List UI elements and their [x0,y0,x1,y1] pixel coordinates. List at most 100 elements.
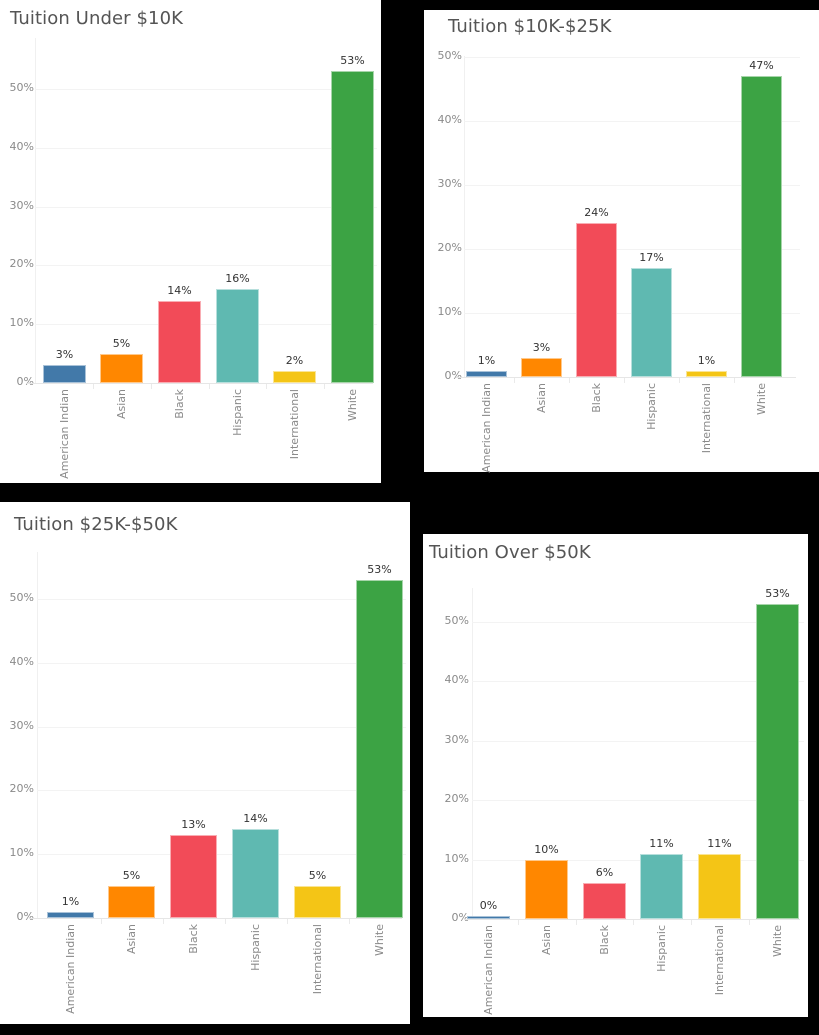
bar-white [331,71,374,383]
y-tick-label: 50% [9,591,34,604]
x-tick-label: White [372,924,386,956]
x-category-separator [349,919,350,924]
y-tick-label: 40% [9,139,34,153]
x-category-separator [690,920,692,925]
y-tick-label: 0% [16,910,34,923]
bar-hispanic [631,268,672,377]
value-label: 0% [479,899,498,912]
x-category-separator [569,378,570,383]
x-tick-label: Hispanic [248,924,262,971]
bar-american-indian [466,370,507,377]
value-label: 16% [225,271,250,285]
y-tick-label: 0% [451,911,469,924]
x-tick-label: International [310,924,324,995]
x-axis-line [27,383,373,384]
value-label: 17% [639,251,664,265]
y-tick-label: 30% [9,718,34,732]
value-label: 10% [534,842,559,856]
y-tick-label: 40% [444,673,469,687]
gridline [472,800,804,802]
gridline [472,740,804,742]
x-tick-label: Hispanic [230,389,244,436]
x-tick-label: International [287,389,301,460]
bar-american-indian [467,916,510,919]
gridline [37,854,406,856]
x-tick-label: Black [186,924,200,954]
bar-white [741,76,782,377]
y-tick-label: 50% [437,49,462,62]
gridline [35,147,377,149]
y-tick-label: 10% [9,846,34,860]
x-tick-label: White [770,925,784,957]
value-label: 14% [243,811,268,825]
x-category-separator [748,920,750,925]
value-label: 53% [367,562,392,576]
value-label: 3% [532,340,551,354]
value-label: 5% [112,336,131,350]
gridline [472,681,804,683]
bar-asian [100,353,143,383]
y-tick-label: 20% [9,782,34,796]
value-label: 53% [765,587,790,601]
x-category-separator [517,920,519,925]
bar-international [698,853,741,919]
bar-hispanic [640,853,683,919]
x-category-separator [324,384,325,389]
x-axis-line [464,919,800,920]
x-category-separator [266,384,267,389]
y-axis-line [472,588,473,919]
value-label: 1% [477,353,496,367]
bar-asian [521,357,562,377]
chart-title: Tuition Under $10K [10,8,184,29]
chart-panel-over-50k: Tuition Over $50K 0% 10% 20% 30% 40% 50% 0% Ame… [423,534,808,1017]
value-label: 53% [340,54,365,68]
x-category-separator [209,384,210,389]
bar-hispanic [232,828,279,918]
value-label: 47% [749,59,774,73]
x-tick-label: Asian [124,924,138,955]
x-tick-label: White [754,383,768,415]
x-category-separator [93,384,94,389]
x-category-separator [151,384,152,389]
bar-black [170,835,217,918]
x-tick-label: American Indian [481,925,495,1015]
y-tick-label: 40% [9,654,34,668]
gridline [472,622,804,623]
y-tick-label: 50% [9,81,34,94]
x-category-separator [679,378,680,383]
x-tick-label: Hispanic [644,383,658,430]
gridline [37,662,406,664]
chart-title: Tuition $10K-$25K [448,16,612,37]
x-category-separator [734,378,735,383]
gridline [464,121,800,122]
y-tick-label: 20% [9,257,34,271]
gridline [35,265,377,267]
value-label: 5% [122,869,141,883]
x-tick-label: White [345,389,359,421]
x-category-separator [514,378,515,383]
x-category-separator [287,919,288,924]
x-tick-label: Hispanic [654,925,668,972]
gridline [472,859,804,861]
y-tick-label: 30% [437,177,462,190]
y-tick-label: 30% [9,198,34,212]
value-label: 1% [697,353,716,367]
x-category-separator [624,378,625,383]
y-tick-label: 0% [16,375,34,388]
y-axis-line [464,56,465,377]
gridline [37,599,406,600]
y-tick-label: 10% [437,305,462,318]
bar-black [158,300,201,383]
bar-hispanic [216,288,259,383]
chart-title: Tuition Over $50K [429,542,591,563]
chart-panel-25k-50k: Tuition $25K-$50K 0% 10% 20% 30% 40% 50% 1% Ame… [0,502,410,1024]
y-tick-label: 50% [444,614,469,627]
x-tick-label: Asian [114,389,128,420]
y-tick-label: 10% [9,316,34,330]
x-axis-line [456,377,796,378]
gridline [464,249,800,250]
value-label: 14% [167,283,192,297]
y-tick-label: 10% [444,851,469,865]
x-category-separator [632,920,634,925]
y-axis-line [35,38,36,383]
